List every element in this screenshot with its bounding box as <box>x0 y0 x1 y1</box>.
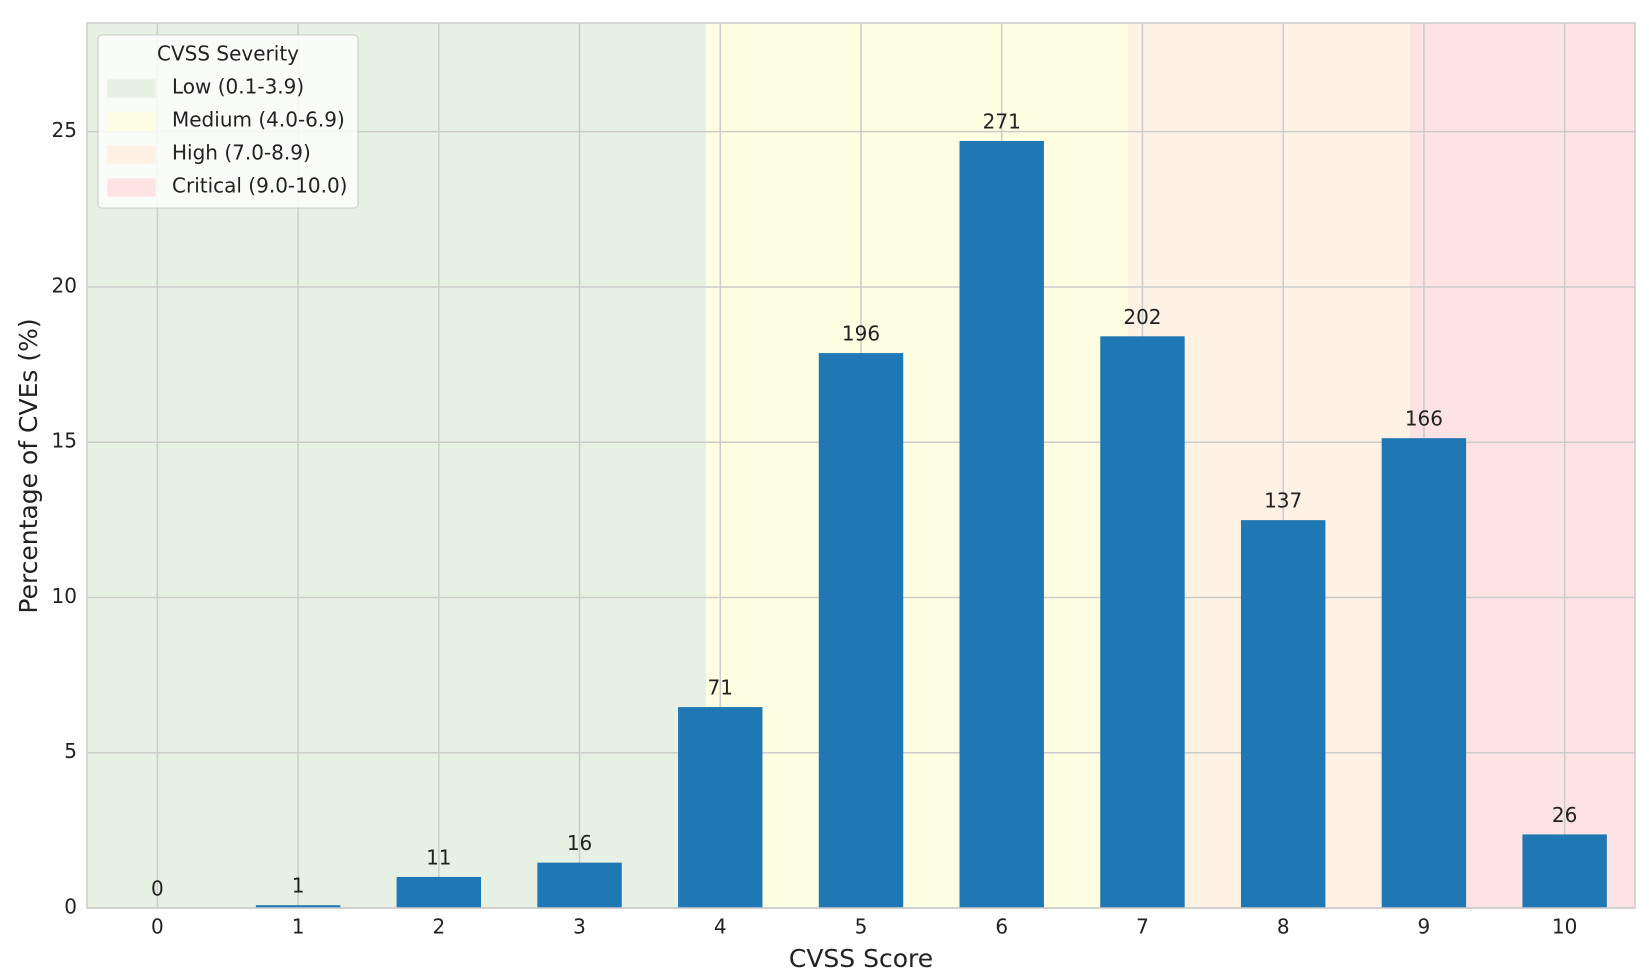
bar <box>537 862 622 908</box>
y-axis-label: Percentage of CVEs (%) <box>14 318 43 613</box>
bar <box>959 141 1044 908</box>
legend-label: Medium (4.0-6.9) <box>172 108 345 132</box>
y-tick-label: 15 <box>52 429 77 453</box>
x-tick-label: 4 <box>714 915 727 939</box>
bar-count-label: 1 <box>292 874 305 898</box>
bar-count-label: 71 <box>708 676 733 700</box>
bar-count-label: 271 <box>983 110 1021 134</box>
plot-frame <box>86 22 1636 909</box>
bar <box>818 353 904 908</box>
bar <box>1240 520 1326 908</box>
x-tick-label: 7 <box>1136 915 1149 939</box>
y-tick-label: 10 <box>52 584 77 608</box>
legend-title: CVSS Severity <box>157 42 299 66</box>
x-tick-label: 9 <box>1418 915 1431 939</box>
x-tick-label: 6 <box>995 915 1008 939</box>
y-tick-label: 5 <box>64 739 77 763</box>
bar-count-label: 137 <box>1264 489 1302 513</box>
bar-count-label: 166 <box>1405 407 1443 431</box>
x-tick-label: 0 <box>151 915 164 939</box>
bar <box>255 905 341 908</box>
severity-band <box>706 23 1129 908</box>
bar <box>678 707 763 908</box>
bar <box>1381 438 1467 908</box>
bar-count-label: 11 <box>426 845 451 869</box>
legend-swatch <box>107 112 156 131</box>
bar-count-label: 0 <box>151 877 164 901</box>
legend: CVSS Severity Low (0.1-3.9) Medium (4.0-6.… <box>97 34 359 209</box>
x-axis-label: CVSS Score <box>789 944 933 973</box>
bar-count-label: 16 <box>567 831 592 855</box>
y-tick-label: 0 <box>64 895 77 919</box>
legend-label: High (7.0-8.9) <box>172 141 311 165</box>
legend-swatch <box>107 145 156 164</box>
bar-count-label: 196 <box>842 322 880 346</box>
bar-count-label: 202 <box>1123 305 1161 329</box>
bar <box>1100 336 1185 908</box>
x-tick-label: 2 <box>432 915 445 939</box>
x-tick-label: 10 <box>1552 915 1577 939</box>
legend-label: Low (0.1-3.9) <box>172 75 304 99</box>
legend-label: Critical (9.0-10.0) <box>172 174 347 198</box>
legend-box <box>97 34 359 209</box>
legend-swatch <box>107 178 156 197</box>
bar <box>1522 834 1607 908</box>
x-tick-label: 1 <box>292 915 305 939</box>
bar-count-label: 26 <box>1552 803 1577 827</box>
legend-swatch <box>107 79 156 98</box>
bar <box>396 876 482 908</box>
x-tick-label: 5 <box>855 915 868 939</box>
x-tick-label: 8 <box>1277 915 1290 939</box>
y-tick-label: 20 <box>52 273 77 297</box>
y-tick-label: 25 <box>52 118 77 142</box>
x-tick-label: 3 <box>573 915 586 939</box>
